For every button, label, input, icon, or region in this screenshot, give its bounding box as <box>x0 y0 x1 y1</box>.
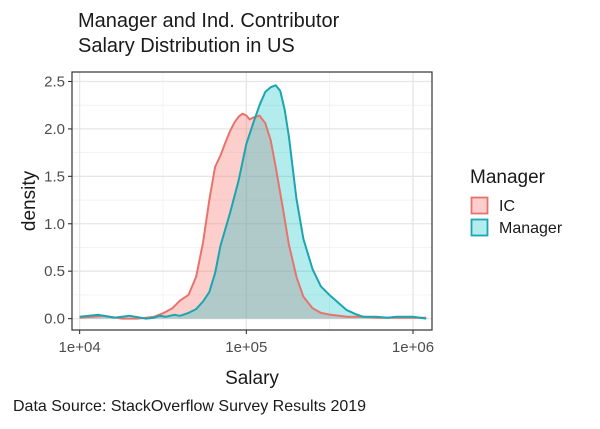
density-line-ic <box>79 112 427 320</box>
legend-title: Manager <box>470 167 546 188</box>
legend-key-bg-ic <box>471 197 488 214</box>
legend-key-ic <box>470 196 489 215</box>
axes: 0.0 0.5 1.0 1.5 2.0 2.5 1e+04 1e+05 1e+06 <box>44 73 434 356</box>
plot-panel <box>72 72 432 330</box>
legend-key-manager <box>470 218 489 237</box>
legend-label-ic: IC <box>499 198 515 215</box>
y-tick-label: 2.0 <box>44 121 65 138</box>
x-tick-label: 1e+06 <box>392 339 434 356</box>
y-tick-label: 1.5 <box>44 168 65 185</box>
y-tick-label: 0.0 <box>44 311 65 328</box>
data-source-caption: Data Source: StackOverflow Survey Result… <box>13 398 367 415</box>
chart-title-line-1: Manager and Ind. Contributor <box>78 10 340 32</box>
chart-title-line-2: Salary Distribution in US <box>78 35 295 57</box>
x-axis-title: Salary <box>225 368 279 389</box>
y-tick-label: 0.5 <box>44 263 65 280</box>
density-areas <box>79 84 427 320</box>
x-tick-label: 1e+05 <box>225 339 267 356</box>
y-tick-label: 1.0 <box>44 216 65 233</box>
y-axis-title: density <box>19 170 40 231</box>
legend: Manager IC Manager <box>470 167 563 237</box>
y-tick-label: 2.5 <box>44 73 65 90</box>
x-tick-label: 1e+04 <box>59 339 101 356</box>
legend-key-bg-manager <box>471 219 488 236</box>
density-area-ic <box>79 113 427 319</box>
plot-panel-border <box>71 71 433 331</box>
density-line-manager <box>79 84 427 320</box>
density-area-manager <box>79 85 427 319</box>
legend-label-manager: Manager <box>499 220 563 237</box>
